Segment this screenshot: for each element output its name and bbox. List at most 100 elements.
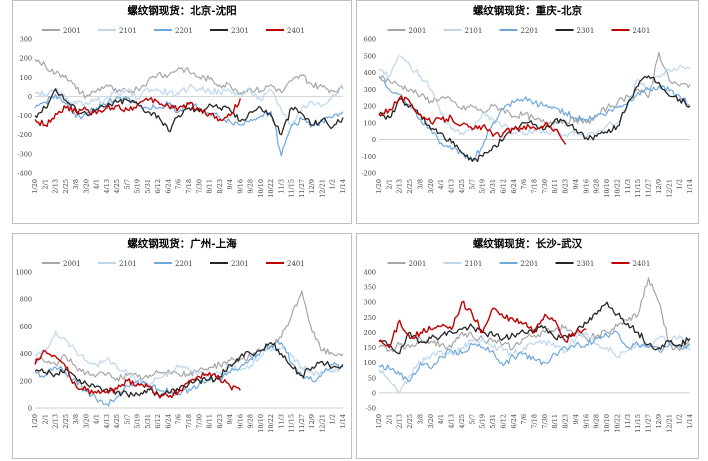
chart-svg: 螺纹钢现货：广州-上海 2001 2101 2201 2301 2401 1000 800 60…: [15, 237, 347, 433]
series-line-2401: [378, 300, 587, 349]
legend-label-2001: 2001: [63, 27, 81, 35]
x-tick-label: 11/15: [634, 414, 642, 433]
x-tick-label: 10/10: [257, 414, 265, 433]
x-tick-label: 1/14: [686, 414, 694, 429]
x-tick-label: 2/25: [406, 414, 414, 429]
x-tick-label: 5/7: [123, 179, 131, 189]
legend-label-2401: 2401: [633, 27, 651, 35]
x-tick-label: 9/28: [593, 179, 601, 194]
chart-svg: 螺纹钢现货：长沙-武汉 2001 2101 2201 2301 2401 400 350 300…: [364, 237, 694, 433]
x-tick-label: 3/20: [82, 179, 90, 194]
x-tick-label: 4/1: [93, 414, 101, 424]
legend-label-2101: 2101: [465, 260, 483, 268]
x-tick-label: 11/27: [645, 179, 653, 198]
x-tick-label: 1/20: [375, 179, 383, 194]
legend-label-2001: 2001: [409, 27, 427, 35]
x-tick-label: 12/21: [318, 179, 326, 198]
x-tick-label: 7/18: [185, 179, 193, 194]
y-tick-label: 1000: [15, 269, 32, 277]
x-tick-label: 5/19: [479, 414, 487, 429]
x-tick-label: 7/18: [531, 414, 539, 429]
legend-label-2101: 2101: [465, 27, 483, 35]
x-tick-label: 4/1: [437, 179, 445, 189]
y-tick-label: 300: [364, 299, 376, 307]
x-tick-label: 5/31: [489, 179, 497, 194]
x-tick-label: 1/20: [31, 414, 39, 429]
x-tick-label: 4/25: [113, 414, 121, 429]
legend: 2001 2101 2201 2301 2401: [387, 27, 651, 35]
x-tick-label: 3/20: [427, 414, 435, 429]
x-tick-label: 3/20: [427, 179, 435, 194]
legend-label-2401: 2401: [633, 260, 651, 268]
x-tick-label: 1/14: [339, 414, 347, 429]
x-tick-label: 9/28: [247, 179, 255, 194]
x-tick-label: 5/31: [144, 179, 152, 194]
x-tick-label: 12/9: [308, 414, 316, 429]
y-tick-label: 200: [364, 329, 376, 337]
x-tick-label: 10/22: [267, 179, 275, 198]
y-tick-label: 200: [20, 55, 32, 63]
x-tick-label: 11/27: [645, 414, 653, 433]
y-tick-label: 200: [364, 103, 376, 111]
x-tick-label: 7/6: [175, 179, 183, 189]
x-tick-label: 9/28: [593, 414, 601, 429]
x-tick-label: 11/3: [277, 414, 285, 429]
x-tick-label: 10/10: [257, 179, 265, 198]
x-tick-label: 5/7: [123, 414, 131, 424]
x-tick-label: 8/11: [206, 414, 214, 429]
x-tick-label: 1/14: [686, 179, 694, 194]
x-tick-label: 7/6: [175, 414, 183, 424]
x-tick-label: 7/30: [541, 414, 549, 429]
legend-label-2401: 2401: [287, 260, 305, 268]
x-tick-label: 9/16: [236, 179, 244, 194]
x-tick-label: 3/8: [416, 179, 424, 189]
y-tick-label: -100: [17, 112, 32, 120]
x-tick-label: 2/13: [52, 414, 60, 429]
x-tick-label: 2/1: [41, 179, 49, 189]
series-line-2001: [34, 58, 344, 99]
x-tick-label: 5/19: [134, 414, 142, 429]
x-tick-label: 5/31: [144, 414, 152, 429]
x-tick-label: 6/24: [164, 179, 172, 194]
x-tick-label: 7/30: [195, 179, 203, 194]
x-tick-label: 9/28: [247, 414, 255, 429]
y-tick-label: -400: [17, 170, 32, 178]
y-tick-label: 100: [364, 119, 376, 127]
x-tick-label: 6/24: [510, 414, 518, 429]
x-tick-label: 4/25: [458, 414, 466, 429]
y-tick-label: 0: [28, 405, 32, 413]
y-tick-label: 500: [364, 52, 376, 60]
legend-label-2401: 2401: [287, 27, 305, 35]
x-tick-label: 4/1: [93, 179, 101, 189]
x-tick-label: 11/27: [298, 414, 306, 433]
x-tick-label: 9/16: [236, 414, 244, 429]
y-tick-label: 0: [28, 93, 32, 101]
y-tick-label: -200: [361, 170, 376, 178]
x-tick-label: 1/20: [375, 414, 383, 429]
chart-svg: 螺纹钢现货：重庆-北京 2001 2101 2201 2301 2401 600 500 400…: [361, 4, 694, 198]
y-tick-label: 300: [364, 86, 376, 94]
x-tick-label: 12/9: [308, 179, 316, 194]
x-tick-label: 1/2: [676, 414, 684, 424]
x-tick-label: 8/23: [216, 179, 224, 194]
x-tick-label: 7/30: [541, 179, 549, 194]
x-tick-label: 7/30: [195, 414, 203, 429]
series-line-2301: [378, 301, 691, 355]
x-tick-label: 5/7: [468, 179, 476, 189]
x-tick-label: 2/13: [396, 414, 404, 429]
x-tick-label: 2/25: [62, 414, 70, 429]
series-line-2001: [34, 290, 344, 382]
chart-title: 螺纹钢现货：北京-沈阳: [127, 4, 236, 17]
y-tick-label: -100: [361, 153, 376, 161]
series-line-2101: [34, 331, 344, 387]
y-tick-label: 800: [20, 296, 32, 304]
x-tick-label: 2/25: [62, 179, 70, 194]
y-tick-label: 50: [368, 374, 376, 382]
series-line-2401: [378, 95, 567, 145]
x-tick-label: 9/4: [226, 414, 234, 424]
x-tick-label: 2/1: [385, 414, 393, 424]
x-tick-label: 12/21: [318, 414, 326, 433]
legend-label-2201: 2201: [175, 260, 193, 268]
y-tick-label: 400: [20, 350, 32, 358]
x-tick-label: 1/2: [329, 414, 337, 424]
